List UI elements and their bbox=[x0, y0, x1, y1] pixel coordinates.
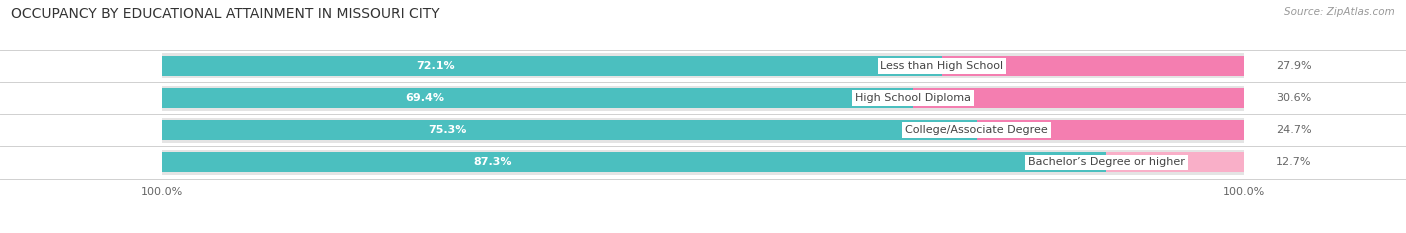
Text: OCCUPANCY BY EDUCATIONAL ATTAINMENT IN MISSOURI CITY: OCCUPANCY BY EDUCATIONAL ATTAINMENT IN M… bbox=[11, 7, 440, 21]
Bar bbox=[162, 150, 1244, 175]
Bar bbox=[162, 56, 942, 76]
Text: 30.6%: 30.6% bbox=[1277, 93, 1312, 103]
Text: 24.7%: 24.7% bbox=[1277, 125, 1312, 135]
Bar bbox=[162, 118, 1244, 143]
Text: 12.7%: 12.7% bbox=[1277, 158, 1312, 168]
Bar bbox=[162, 152, 1107, 172]
Text: Source: ZipAtlas.com: Source: ZipAtlas.com bbox=[1284, 7, 1395, 17]
Bar bbox=[162, 120, 977, 140]
Text: College/Associate Degree: College/Associate Degree bbox=[905, 125, 1047, 135]
Bar bbox=[977, 120, 1244, 140]
Bar bbox=[162, 88, 912, 108]
Text: High School Diploma: High School Diploma bbox=[855, 93, 970, 103]
Text: 75.3%: 75.3% bbox=[427, 125, 467, 135]
Text: Less than High School: Less than High School bbox=[880, 61, 1004, 71]
Text: 69.4%: 69.4% bbox=[405, 93, 444, 103]
Bar bbox=[912, 88, 1244, 108]
Bar bbox=[942, 56, 1244, 76]
Bar bbox=[162, 53, 1244, 79]
Bar bbox=[1107, 152, 1244, 172]
Bar bbox=[162, 86, 1244, 111]
Text: 27.9%: 27.9% bbox=[1277, 61, 1312, 71]
Text: Bachelor’s Degree or higher: Bachelor’s Degree or higher bbox=[1028, 158, 1185, 168]
Text: 87.3%: 87.3% bbox=[474, 158, 512, 168]
Text: 72.1%: 72.1% bbox=[416, 61, 454, 71]
